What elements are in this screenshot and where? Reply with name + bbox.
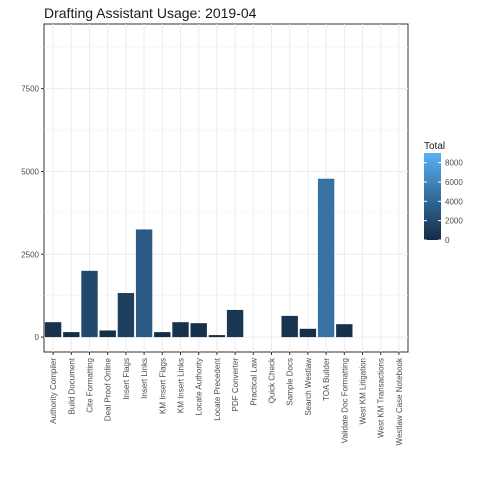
y-tick-label: 7500 [21, 85, 39, 94]
legend-label: 2000 [445, 217, 463, 226]
x-tick-label: Validate Doc Formatting [340, 358, 349, 443]
x-tick-label: KM Insert Links [177, 358, 186, 413]
x-tick-label: Insert Flags [122, 358, 131, 400]
legend-label: 6000 [445, 178, 463, 187]
bar [317, 178, 335, 338]
x-tick-label: Cite Formatting [86, 358, 95, 413]
legend-label: 8000 [445, 159, 463, 168]
x-tick-label: Deal Proof Online [104, 357, 113, 421]
chart-title: Drafting Assistant Usage: 2019-04 [44, 5, 257, 21]
bar [99, 330, 116, 338]
bar [208, 335, 226, 338]
plot-panel [43, 23, 409, 353]
x-tick-label: Insert Links [140, 358, 149, 399]
bar [226, 309, 244, 338]
x-tick-label: West KM Transactions [377, 358, 386, 438]
x-tick-label: Quick Check [268, 357, 277, 403]
x-tick-label: West KM Litigation [359, 358, 368, 425]
x-tick-label: Locate Authority [195, 358, 204, 415]
bar [154, 332, 171, 338]
x-tick-label: Search Westlaw [304, 358, 313, 416]
bar [299, 328, 317, 338]
bar [135, 229, 153, 338]
x-tick-label: Sample Docs [286, 358, 295, 406]
y-tick-label: 5000 [21, 167, 39, 176]
x-tick-label: Build Document [67, 357, 76, 414]
x-tick-label: Westlaw Case Notebook [395, 357, 404, 445]
y-tick-label: 2500 [21, 250, 39, 259]
bar [190, 323, 207, 338]
bar [63, 332, 80, 338]
bar [81, 270, 98, 338]
legend-label: 4000 [445, 197, 463, 206]
x-tick-label: Locate Precedent [213, 357, 222, 420]
bars [44, 178, 353, 338]
x-tick-label: KM Insert Flags [158, 358, 167, 414]
x-tick-label: TOA Builder [322, 358, 331, 401]
legend: Total 0 2000 4000 6000 8000 [424, 141, 463, 245]
y-tick-label: 0 [35, 333, 40, 342]
x-tick-label: PDF Converter [231, 358, 240, 412]
bar [117, 293, 135, 338]
legend-title: Total [424, 141, 445, 152]
bar [172, 322, 189, 338]
bar [281, 315, 298, 338]
legend-color-bar [424, 153, 441, 240]
bar [44, 322, 62, 338]
x-tick-label: Practical Law [249, 358, 258, 406]
x-tick-label: Authority Compiler [49, 358, 58, 424]
x-axis: Authority Compiler Build Document Cite For… [49, 352, 404, 445]
legend-label: 0 [445, 236, 450, 245]
y-axis: 0 2500 5000 7500 [21, 85, 44, 342]
bar [336, 324, 353, 338]
